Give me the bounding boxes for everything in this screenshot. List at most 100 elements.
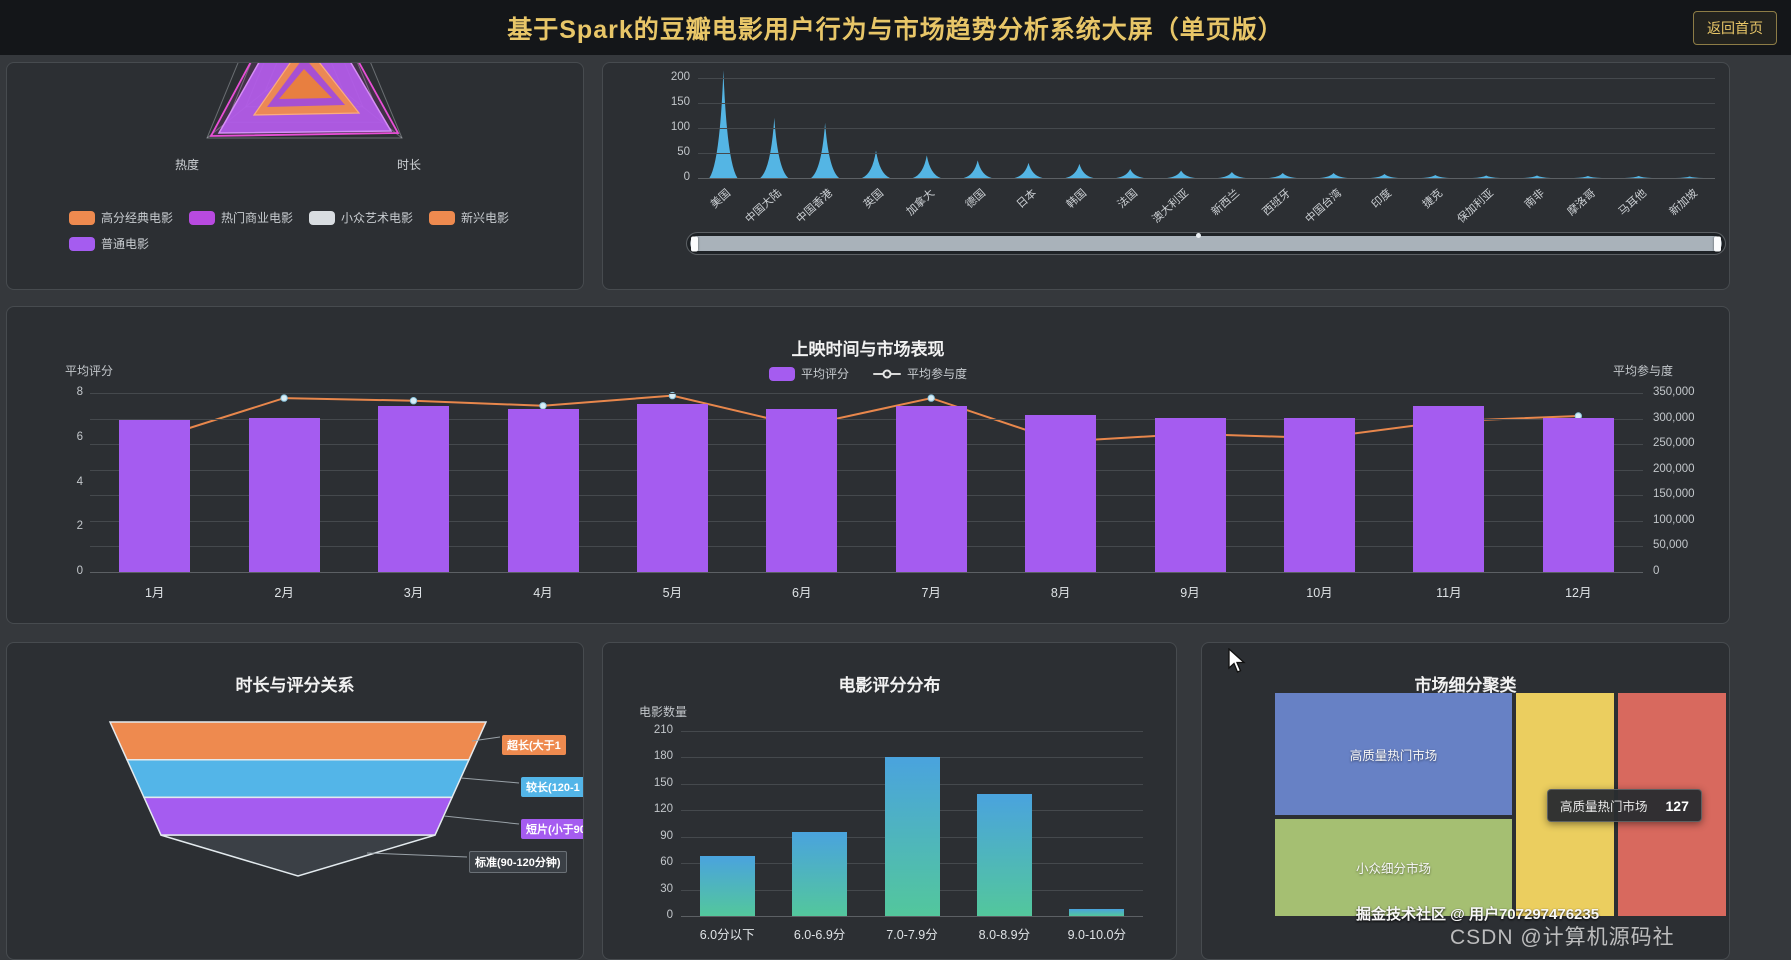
avg-rating-bar[interactable] xyxy=(119,419,191,572)
x-axis-label: 马耳他 xyxy=(1616,187,1649,219)
left-axis-tick-label: 4 xyxy=(76,475,83,488)
country-spike[interactable] xyxy=(1319,173,1348,178)
right-axis-tick-label: 50,000 xyxy=(1653,539,1689,552)
country-spike[interactable] xyxy=(1370,174,1399,178)
legend-item[interactable]: 平均评分 xyxy=(768,365,849,382)
rating-count-bar[interactable] xyxy=(1069,909,1125,916)
grid-line xyxy=(681,731,1143,732)
country-spike[interactable] xyxy=(1523,175,1551,179)
legend-label: 平均评分 xyxy=(800,367,849,381)
avg-rating-bar[interactable] xyxy=(1284,417,1355,572)
country-spike[interactable] xyxy=(1065,163,1094,178)
country-spike[interactable] xyxy=(862,150,890,178)
engagement-point[interactable] xyxy=(280,394,288,402)
country-spike[interactable] xyxy=(1116,169,1145,178)
avg-rating-bar[interactable] xyxy=(1154,417,1226,572)
avg-rating-bar[interactable] xyxy=(766,408,838,572)
funnel-band[interactable] xyxy=(108,721,488,761)
avg-rating-bar[interactable] xyxy=(248,417,320,572)
country-spike[interactable] xyxy=(1624,176,1653,178)
country-spike[interactable] xyxy=(1675,176,1704,179)
rating-count-bar[interactable] xyxy=(976,794,1032,916)
y-axis-tick-label: 0 xyxy=(683,171,690,183)
avg-rating-bar[interactable] xyxy=(378,406,449,572)
country-spike[interactable] xyxy=(912,155,941,178)
avg-rating-bar[interactable] xyxy=(1542,417,1614,572)
y-axis-tick-label: 100 xyxy=(670,120,690,133)
y-axis-tick-label: 120 xyxy=(653,803,673,816)
datazoom-handle-right[interactable] xyxy=(1714,236,1721,251)
treemap-block[interactable]: 小众细分市场 xyxy=(1275,819,1512,916)
rating-count-bar[interactable] xyxy=(884,757,940,916)
country-spike[interactable] xyxy=(1268,173,1297,178)
funnel-label: 较长(120-1 xyxy=(521,777,583,797)
panel-title: 上映时间与市场表现 xyxy=(791,340,945,359)
avg-rating-bar[interactable] xyxy=(895,406,967,572)
country-spike[interactable] xyxy=(963,160,992,178)
treemap-chart: 高质量热门市场 小众细分市场 xyxy=(1275,693,1726,916)
datazoom-range[interactable] xyxy=(690,233,1722,251)
funnel-band[interactable] xyxy=(125,758,471,799)
legend-label: 新兴电影 xyxy=(461,211,510,225)
right-axis-tick-label: 200,000 xyxy=(1653,462,1695,475)
avg-rating-bar[interactable] xyxy=(1025,415,1097,572)
country-spike[interactable] xyxy=(760,117,789,178)
legend-swatch xyxy=(309,210,336,225)
country-spike[interactable] xyxy=(709,70,738,178)
rating-count-bar[interactable] xyxy=(792,832,848,916)
avg-rating-bar[interactable] xyxy=(507,408,579,572)
country-spike[interactable] xyxy=(1217,172,1246,178)
panel-title: 时长与评分关系 xyxy=(235,676,355,695)
panel-title: 市场细分聚类 xyxy=(1414,676,1517,695)
country-spike[interactable] xyxy=(1167,170,1196,179)
avg-rating-bar[interactable] xyxy=(1413,406,1485,572)
datazoom-slider[interactable] xyxy=(686,232,1726,255)
legend-item[interactable]: 普通电影 xyxy=(69,235,149,252)
legend-item[interactable]: 小众艺术电影 xyxy=(309,209,413,226)
x-axis-label: 9.0-10.0分 xyxy=(1067,928,1126,942)
tooltip-value: 127 xyxy=(1665,797,1689,814)
legend-item[interactable]: 新兴电影 xyxy=(429,209,509,226)
back-home-button[interactable]: 返回首页 xyxy=(1693,11,1777,45)
treemap-block[interactable]: 高质量热门市场 xyxy=(1275,693,1512,815)
y-axis-name: 电影数量 xyxy=(639,705,688,719)
legend-label: 普通电影 xyxy=(101,237,150,251)
funnel-band[interactable] xyxy=(160,834,436,877)
watermark-csdn: CSDN @计算机源码社 xyxy=(1450,926,1675,949)
funnel-label: 短片(小于90 xyxy=(521,819,583,839)
rating-count-bar[interactable] xyxy=(699,856,755,916)
x-axis-label: 8月 xyxy=(1050,586,1071,600)
x-axis-label: 英国 xyxy=(861,187,887,211)
x-axis-label: 日本 xyxy=(1014,187,1039,211)
legend-item[interactable]: 高分经典电影 xyxy=(69,209,173,226)
x-axis-label: 南非 xyxy=(1522,187,1548,211)
engagement-point[interactable] xyxy=(409,397,418,405)
legend-item[interactable]: 热门商业电影 xyxy=(189,209,293,226)
x-axis-label: 西班牙 xyxy=(1260,187,1293,219)
legend-label: 高分经典电影 xyxy=(101,211,174,225)
funnel-band[interactable] xyxy=(142,796,454,836)
grid-line xyxy=(90,393,1643,394)
x-axis-label: 7月 xyxy=(921,586,941,600)
right-axis-tick-label: 250,000 xyxy=(1653,437,1695,450)
country-spike[interactable] xyxy=(811,122,840,178)
movie-type-radar-panel: 热度 时长 高分经典电影 热门商业电影 小众艺术电影 新兴电影 普通电影 xyxy=(6,62,584,290)
x-axis-label: 印度 xyxy=(1370,187,1395,211)
x-axis-line xyxy=(90,572,1643,573)
x-axis-line xyxy=(698,178,1715,179)
legend-item[interactable]: 平均参与度 xyxy=(873,365,967,382)
country-spike[interactable] xyxy=(1573,176,1602,178)
x-axis-label: 6月 xyxy=(792,586,812,600)
legend-label: 热门商业电影 xyxy=(221,211,294,225)
monthly-market-panel: 上映时间与市场表现 平均评分 平均参与度 平均评分 平均参与度 0 50,000 10… xyxy=(6,306,1730,624)
country-spike[interactable] xyxy=(1472,175,1501,179)
engagement-point[interactable] xyxy=(927,394,935,402)
country-spike[interactable] xyxy=(1014,162,1043,178)
x-axis-label: 10月 xyxy=(1306,586,1333,600)
line-legend-icon xyxy=(873,369,901,378)
avg-rating-bar[interactable] xyxy=(636,404,708,572)
datazoom-handle-left[interactable] xyxy=(691,236,698,251)
country-spike[interactable] xyxy=(1421,175,1450,178)
left-axis-tick-label: 2 xyxy=(76,520,83,533)
radar-series[interactable] xyxy=(279,69,332,99)
